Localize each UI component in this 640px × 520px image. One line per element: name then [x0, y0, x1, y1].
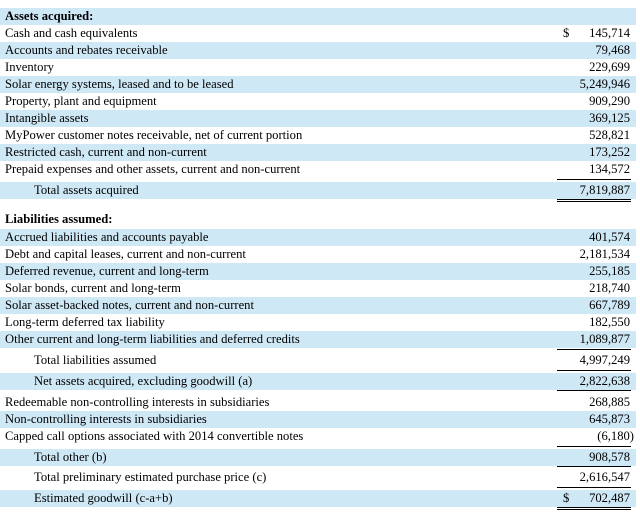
row-value: 401,574 [589, 230, 630, 244]
row-label: Capped call options associated with 2014… [5, 429, 304, 443]
row-value: 667,789 [589, 298, 630, 312]
table-row: Deferred revenue, current and long-term … [0, 263, 640, 280]
row-label: Cash and cash equivalents [5, 26, 138, 40]
purchase-price-label: Total preliminary estimated purchase pri… [34, 470, 267, 484]
table-row: Solar asset-backed notes, current and no… [0, 297, 640, 314]
table-row: Intangible assets 369,125 [0, 110, 640, 127]
row-label: Solar asset-backed notes, current and no… [5, 298, 254, 312]
purchase-price-value: 2,616,547 [579, 470, 630, 484]
row-value: 182,550 [589, 315, 630, 329]
row-label: Solar energy systems, leased and to be l… [5, 77, 234, 91]
net-assets-row: Net assets acquired, excluding goodwill … [0, 373, 640, 390]
row-value: (6,180) [597, 429, 634, 443]
row-value: 5,249,946 [579, 77, 630, 91]
table-row: Restricted cash, current and non-current… [0, 144, 640, 161]
assets-heading: Assets acquired: [5, 9, 94, 23]
total-assets-label: Total assets acquired [34, 183, 139, 197]
total-liabilities-value: 4,997,249 [579, 353, 630, 367]
row-value: 173,252 [589, 145, 630, 159]
row-label: Debt and capital leases, current and non… [5, 247, 246, 261]
table-row: Cash and cash equivalents $ 145,714 [0, 25, 640, 42]
purchase-price-row: Total preliminary estimated purchase pri… [0, 469, 640, 486]
row-value: 145,714 [589, 26, 630, 40]
table-row: Prepaid expenses and other assets, curre… [0, 161, 640, 178]
row-label: Restricted cash, current and non-current [5, 145, 207, 159]
row-label: MyPower customer notes receivable, net o… [5, 128, 303, 142]
table-row: Capped call options associated with 2014… [0, 428, 640, 445]
subtotal-rule [557, 390, 631, 391]
total-assets-row: Total assets acquired 7,819,887 [0, 182, 640, 199]
subtotal-rule [557, 370, 631, 371]
row-value: 369,125 [589, 111, 630, 125]
goodwill-row: Estimated goodwill (c-a+b) $ 702,487 [0, 490, 640, 507]
currency-symbol: $ [563, 26, 570, 40]
table-row: Accounts and rebates receivable 79,468 [0, 42, 640, 59]
total-other-value: 908,578 [589, 450, 630, 464]
assets-heading-row: Assets acquired: [0, 8, 640, 25]
row-value: 255,185 [589, 264, 630, 278]
row-label: Non-controlling interests in subsidiarie… [5, 412, 207, 426]
total-double-rule [557, 199, 631, 202]
table-row: Long-term deferred tax liability 182,550 [0, 314, 640, 331]
row-value: 218,740 [589, 281, 630, 295]
table-row: Solar energy systems, leased and to be l… [0, 76, 640, 93]
table-row: Inventory 229,699 [0, 59, 640, 76]
row-label: Prepaid expenses and other assets, curre… [5, 162, 301, 176]
subtotal-rule [557, 466, 631, 467]
table-row: Property, plant and equipment 909,290 [0, 93, 640, 110]
table-row: MyPower customer notes receivable, net o… [0, 127, 640, 144]
row-label: Accounts and rebates receivable [5, 43, 168, 57]
currency-symbol: $ [563, 491, 570, 505]
row-label: Long-term deferred tax liability [5, 315, 165, 329]
row-label: Redeemable non-controlling interests in … [5, 395, 270, 409]
row-label: Other current and long-term liabilities … [5, 332, 300, 346]
row-value: 268,885 [589, 395, 630, 409]
row-value: 645,873 [589, 412, 630, 426]
row-label: Solar bonds, current and long-term [5, 281, 181, 295]
table-row: Other current and long-term liabilities … [0, 331, 640, 348]
table-row: Debt and capital leases, current and non… [0, 246, 640, 263]
row-label: Accrued liabilities and accounts payable [5, 230, 209, 244]
subtotal-rule [557, 446, 631, 447]
liabilities-heading: Liabilities assumed: [5, 212, 113, 226]
row-label: Intangible assets [5, 111, 89, 125]
row-label: Inventory [5, 60, 54, 74]
row-label: Property, plant and equipment [5, 94, 157, 108]
subtotal-rule [557, 179, 631, 180]
table-row: Redeemable non-controlling interests in … [0, 394, 640, 411]
table-row: Accrued liabilities and accounts payable… [0, 229, 640, 246]
row-label: Deferred revenue, current and long-term [5, 264, 209, 278]
row-value: 1,089,877 [579, 332, 630, 346]
liabilities-heading-row: Liabilities assumed: [0, 211, 640, 228]
total-other-label: Total other (b) [34, 450, 107, 464]
subtotal-rule [557, 349, 631, 350]
row-value: 229,699 [589, 60, 630, 74]
net-assets-label: Net assets acquired, excluding goodwill … [34, 374, 253, 388]
table-row: Solar bonds, current and long-term 218,7… [0, 280, 640, 297]
total-assets-value: 7,819,887 [579, 183, 630, 197]
row-value: 909,290 [589, 94, 630, 108]
total-other-row: Total other (b) 908,578 [0, 449, 640, 466]
goodwill-value: 702,487 [589, 491, 630, 505]
goodwill-label: Estimated goodwill (c-a+b) [34, 491, 173, 505]
row-value: 528,821 [589, 128, 630, 142]
row-value: 134,572 [589, 162, 630, 176]
total-liabilities-row: Total liabilities assumed 4,997,249 [0, 352, 640, 369]
subtotal-rule [557, 487, 631, 488]
row-value: 2,181,534 [579, 247, 630, 261]
net-assets-value: 2,822,638 [579, 374, 630, 388]
table-row: Non-controlling interests in subsidiarie… [0, 411, 640, 428]
total-liabilities-label: Total liabilities assumed [34, 353, 157, 367]
row-value: 79,468 [595, 43, 630, 57]
total-double-rule [557, 507, 631, 510]
